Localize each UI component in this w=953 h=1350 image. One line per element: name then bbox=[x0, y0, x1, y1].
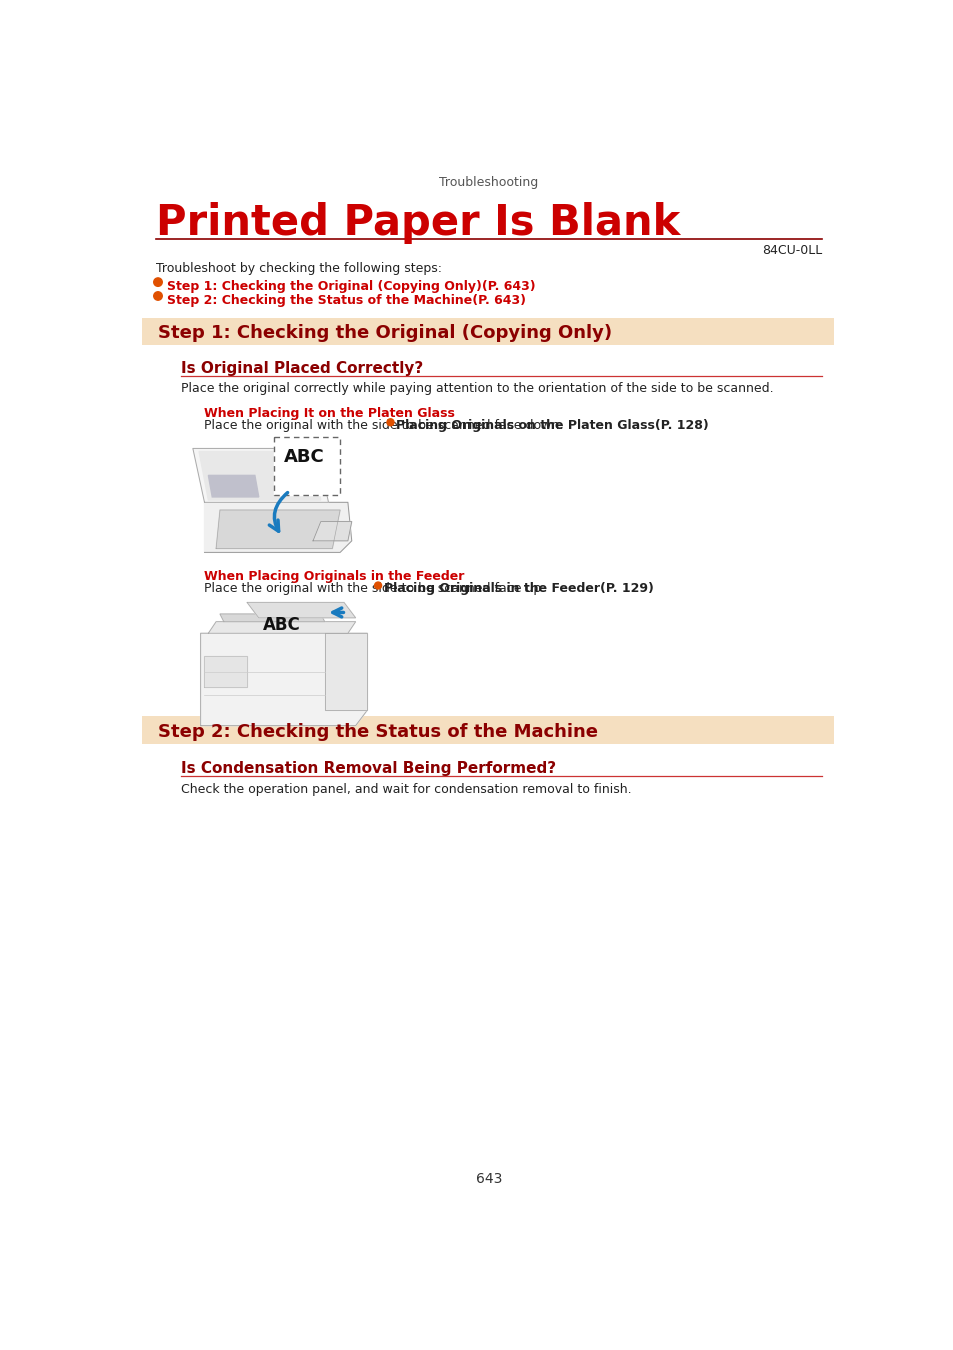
Polygon shape bbox=[204, 502, 352, 552]
Polygon shape bbox=[208, 622, 355, 633]
Text: 643: 643 bbox=[476, 1172, 501, 1187]
Text: Printed Paper Is Blank: Printed Paper Is Blank bbox=[155, 202, 679, 244]
Circle shape bbox=[387, 418, 394, 425]
Text: Step 1: Checking the Original (Copying Only): Step 1: Checking the Original (Copying O… bbox=[158, 324, 612, 342]
Polygon shape bbox=[200, 633, 367, 726]
Text: When Placing Originals in the Feeder: When Placing Originals in the Feeder bbox=[204, 570, 464, 583]
Text: 84CU-0LL: 84CU-0LL bbox=[761, 243, 821, 256]
Polygon shape bbox=[208, 475, 258, 497]
Text: Check the operation panel, and wait for condensation removal to finish.: Check the operation panel, and wait for … bbox=[181, 783, 631, 795]
Text: ABC: ABC bbox=[262, 617, 300, 634]
Text: Step 1: Checking the Original (Copying Only)(P. 643): Step 1: Checking the Original (Copying O… bbox=[167, 279, 535, 293]
Text: Place the original with the side to be scanned face up.: Place the original with the side to be s… bbox=[204, 582, 549, 595]
Text: When Placing It on the Platen Glass: When Placing It on the Platen Glass bbox=[204, 406, 455, 420]
Circle shape bbox=[153, 278, 162, 286]
Polygon shape bbox=[247, 602, 355, 618]
Polygon shape bbox=[313, 521, 352, 541]
FancyBboxPatch shape bbox=[142, 317, 833, 346]
Text: Place the original correctly while paying attention to the orientation of the si: Place the original correctly while payin… bbox=[181, 382, 773, 396]
Text: Is Original Placed Correctly?: Is Original Placed Correctly? bbox=[181, 360, 423, 375]
Polygon shape bbox=[324, 633, 367, 710]
Text: Is Condensation Removal Being Performed?: Is Condensation Removal Being Performed? bbox=[181, 761, 556, 776]
FancyArrowPatch shape bbox=[269, 493, 287, 532]
FancyArrowPatch shape bbox=[333, 608, 343, 617]
Polygon shape bbox=[204, 656, 247, 687]
Text: ABC: ABC bbox=[283, 448, 324, 467]
Polygon shape bbox=[199, 451, 320, 500]
Polygon shape bbox=[274, 437, 340, 494]
Polygon shape bbox=[193, 448, 328, 502]
Polygon shape bbox=[216, 510, 340, 548]
Text: Step 2: Checking the Status of the Machine(P. 643): Step 2: Checking the Status of the Machi… bbox=[167, 294, 525, 306]
Text: Place the original with the side to be scanned face down.: Place the original with the side to be s… bbox=[204, 420, 567, 432]
Text: Step 2: Checking the Status of the Machine: Step 2: Checking the Status of the Machi… bbox=[158, 722, 598, 741]
Text: Troubleshooting: Troubleshooting bbox=[438, 176, 538, 189]
Circle shape bbox=[375, 582, 381, 589]
Text: Placing Originals on the Platen Glass(P. 128): Placing Originals on the Platen Glass(P.… bbox=[395, 420, 708, 432]
FancyBboxPatch shape bbox=[142, 717, 833, 744]
Polygon shape bbox=[220, 614, 324, 622]
Text: Troubleshoot by checking the following steps:: Troubleshoot by checking the following s… bbox=[155, 262, 441, 275]
Text: Placing Originals in the Feeder(P. 129): Placing Originals in the Feeder(P. 129) bbox=[383, 582, 653, 595]
Circle shape bbox=[153, 292, 162, 300]
